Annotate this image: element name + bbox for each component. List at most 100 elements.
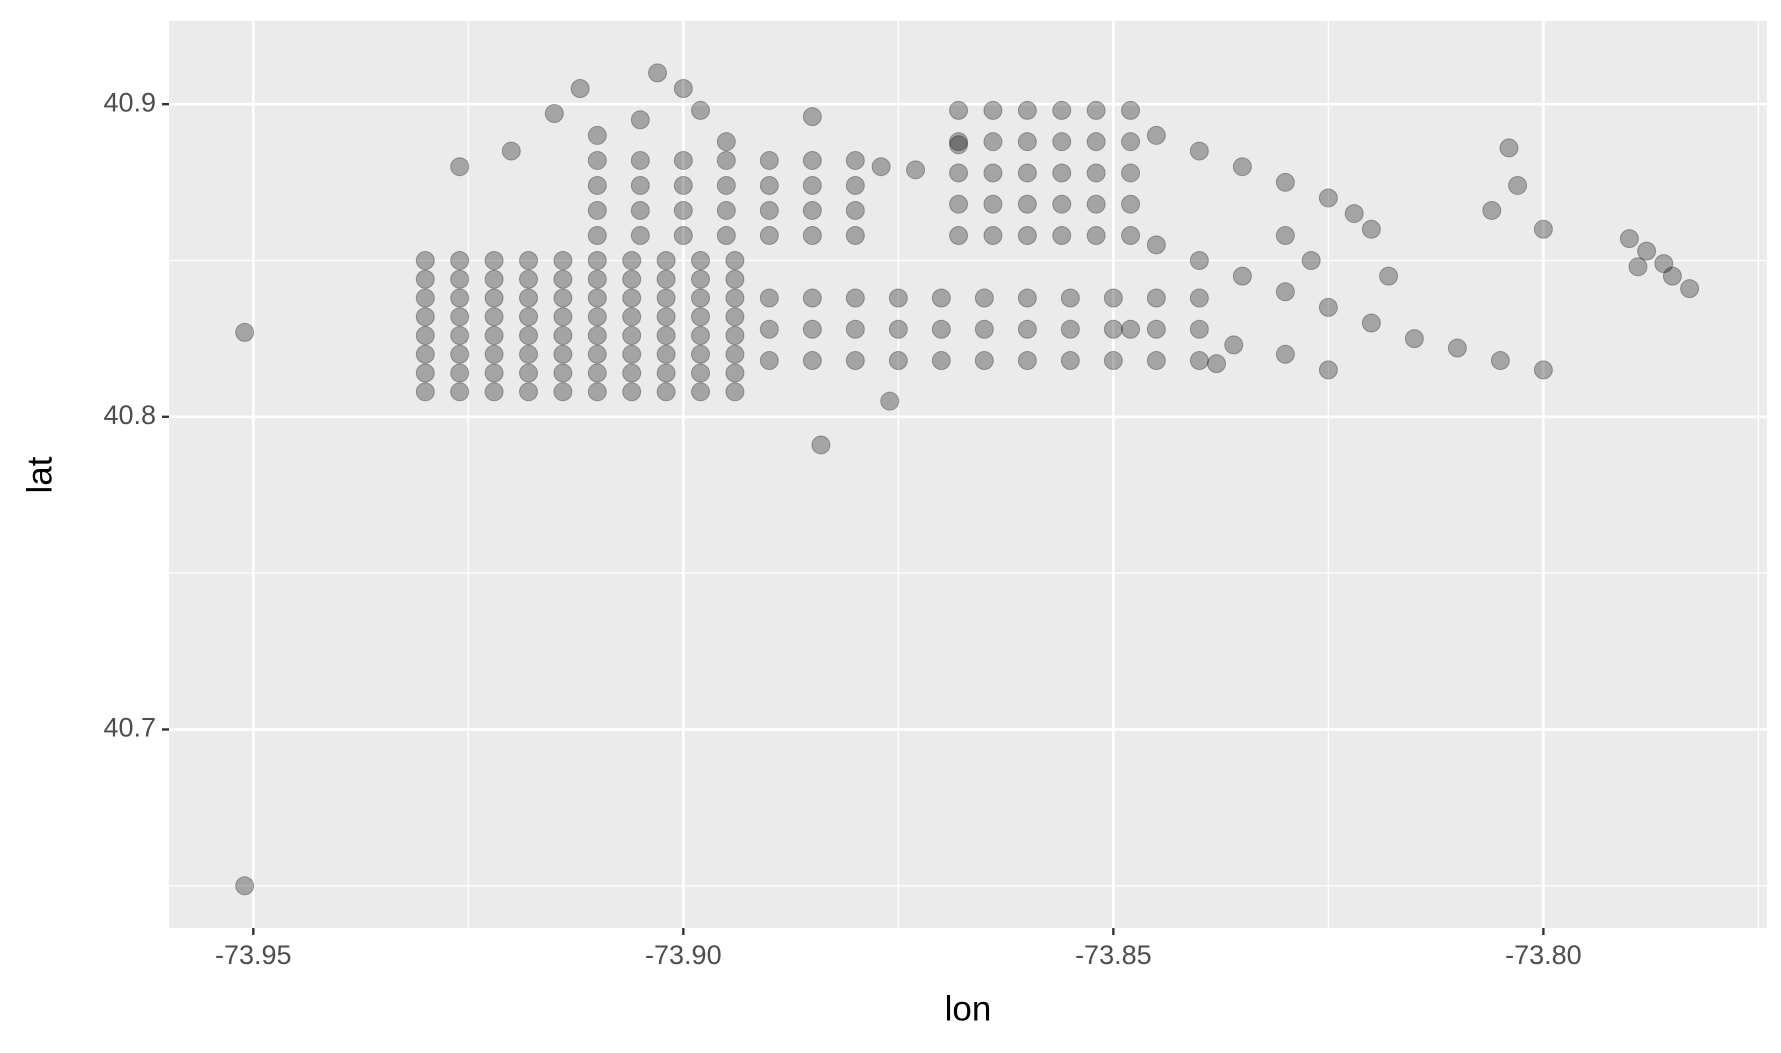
point (691, 100, 711, 120)
point (673, 79, 693, 99)
point (1189, 351, 1209, 371)
point (415, 269, 435, 289)
point (519, 326, 539, 346)
point (983, 225, 1003, 245)
point (845, 319, 865, 339)
point (450, 363, 470, 383)
y-tick-label: 40.8 (103, 400, 156, 430)
point (673, 225, 693, 245)
point (759, 319, 779, 339)
point (587, 150, 607, 170)
point (1628, 257, 1648, 277)
point (906, 160, 926, 180)
point (1318, 360, 1338, 380)
point (544, 104, 564, 124)
point (1017, 163, 1037, 183)
point (974, 319, 994, 339)
point (1318, 297, 1338, 317)
point (1275, 282, 1295, 302)
point (519, 288, 539, 308)
point (450, 344, 470, 364)
point (587, 307, 607, 327)
point (802, 200, 822, 220)
point (622, 326, 642, 346)
point (484, 269, 504, 289)
point (235, 876, 255, 896)
point (802, 319, 822, 339)
point (1533, 219, 1553, 239)
point (673, 175, 693, 195)
point (1017, 319, 1037, 339)
point (1060, 319, 1080, 339)
point (871, 157, 891, 177)
point (622, 382, 642, 402)
point (716, 200, 736, 220)
x-tick-label: -73.85 (1075, 940, 1152, 970)
point (450, 307, 470, 327)
point (725, 288, 745, 308)
point (656, 344, 676, 364)
point (1207, 354, 1227, 374)
point (450, 157, 470, 177)
point (983, 163, 1003, 183)
point (673, 150, 693, 170)
point (1060, 288, 1080, 308)
point (553, 363, 573, 383)
point (880, 391, 900, 411)
point (1052, 132, 1072, 152)
point (759, 150, 779, 170)
point (1275, 344, 1295, 364)
point (1482, 200, 1502, 220)
point (656, 363, 676, 383)
point (691, 307, 711, 327)
point (725, 326, 745, 346)
point (415, 344, 435, 364)
point (587, 225, 607, 245)
point (802, 150, 822, 170)
point (716, 225, 736, 245)
point (1086, 163, 1106, 183)
point (622, 269, 642, 289)
point (1619, 229, 1639, 249)
point (1086, 194, 1106, 214)
point (519, 363, 539, 383)
point (235, 322, 255, 342)
point (630, 225, 650, 245)
point (570, 79, 590, 99)
point (450, 250, 470, 270)
point (553, 326, 573, 346)
point (1654, 254, 1674, 274)
point (725, 307, 745, 327)
point (811, 435, 831, 455)
point (450, 288, 470, 308)
point (1379, 266, 1399, 286)
point (1146, 288, 1166, 308)
point (845, 175, 865, 195)
point (553, 269, 573, 289)
point (931, 351, 951, 371)
point (484, 288, 504, 308)
point (691, 344, 711, 364)
point (484, 363, 504, 383)
point (630, 200, 650, 220)
point (587, 363, 607, 383)
point (415, 307, 435, 327)
point (802, 175, 822, 195)
point (1189, 288, 1209, 308)
point (415, 326, 435, 346)
point (1146, 319, 1166, 339)
panel (169, 21, 1767, 928)
point (1301, 250, 1321, 270)
point (484, 307, 504, 327)
point (802, 225, 822, 245)
point (716, 150, 736, 170)
point (1121, 194, 1141, 214)
point (949, 100, 969, 120)
point (802, 107, 822, 127)
point (983, 194, 1003, 214)
point (691, 326, 711, 346)
point (587, 326, 607, 346)
point (1103, 288, 1123, 308)
point (630, 110, 650, 130)
point (1017, 132, 1037, 152)
